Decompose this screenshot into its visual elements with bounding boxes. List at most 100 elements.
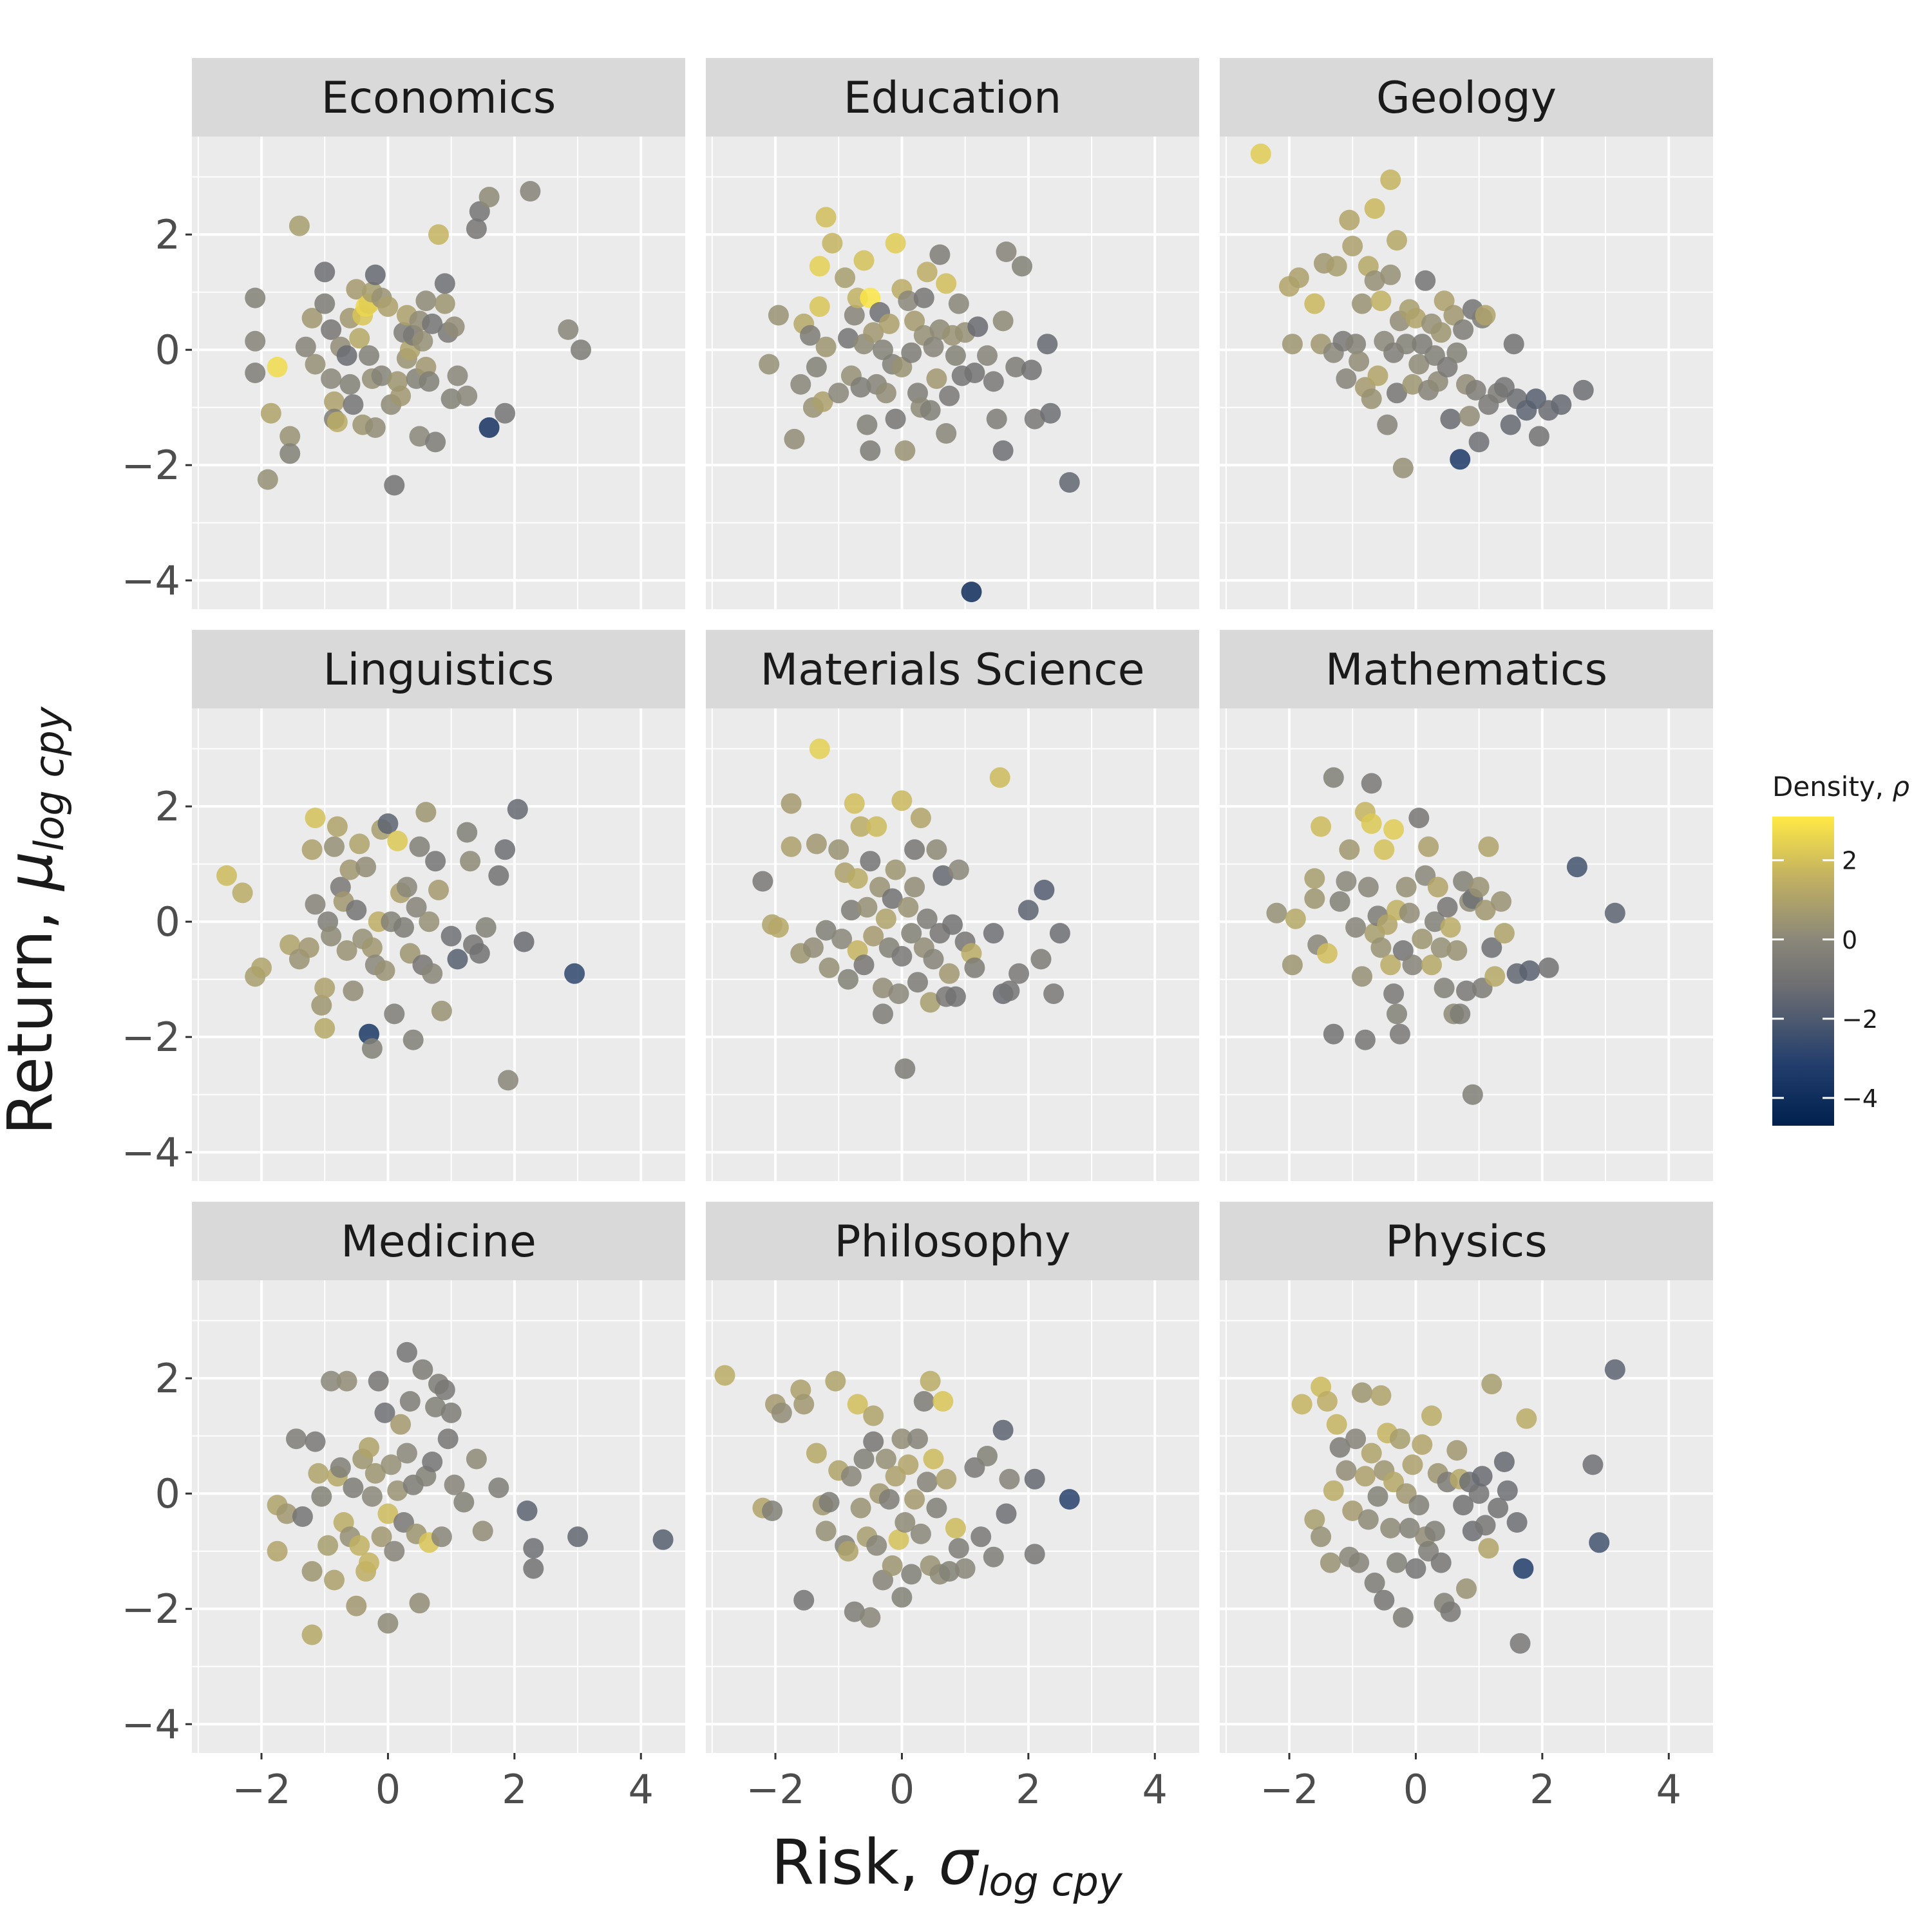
data-point <box>349 1535 370 1556</box>
data-point <box>1389 1023 1410 1045</box>
data-point <box>422 963 443 984</box>
panel-background <box>192 137 685 609</box>
data-point <box>314 1018 336 1039</box>
data-point <box>885 408 906 430</box>
legend-tick-label: 2 <box>1842 847 1857 875</box>
data-point <box>898 290 919 312</box>
data-point <box>942 914 963 935</box>
data-point <box>882 1555 903 1577</box>
data-point <box>488 1477 509 1499</box>
data-point <box>346 900 367 921</box>
data-point <box>355 857 377 878</box>
data-point <box>967 316 989 337</box>
data-point <box>806 1443 827 1464</box>
data-point <box>1491 891 1511 912</box>
data-point <box>1402 954 1423 976</box>
data-point <box>523 1538 544 1559</box>
data-point <box>1430 1552 1452 1573</box>
data-point <box>1528 426 1549 447</box>
data-point <box>850 816 871 837</box>
data-point <box>939 385 960 406</box>
data-point <box>898 896 919 918</box>
data-point <box>875 908 896 929</box>
data-point <box>907 972 928 993</box>
x-tick-label: 2 <box>1016 1766 1041 1813</box>
data-point <box>1516 1408 1537 1429</box>
data-point <box>359 1437 379 1458</box>
data-point <box>1304 888 1325 909</box>
data-point <box>301 308 323 328</box>
data-point <box>999 980 1020 1001</box>
data-point <box>415 802 437 823</box>
data-point <box>346 1595 367 1616</box>
data-point <box>1399 902 1420 923</box>
data-point <box>440 388 462 410</box>
data-point <box>305 894 326 915</box>
data-point <box>245 287 266 308</box>
data-point <box>434 293 455 314</box>
data-point <box>434 1379 455 1401</box>
data-point <box>349 328 370 349</box>
data-point <box>324 1569 345 1591</box>
x-tick-label: −2 <box>746 1766 804 1813</box>
data-point <box>359 1552 379 1573</box>
data-point <box>904 1489 925 1510</box>
data-point <box>1380 169 1401 191</box>
data-point <box>301 1624 323 1645</box>
data-point <box>1329 891 1350 912</box>
x-tick-label: 4 <box>1656 1766 1681 1813</box>
data-point <box>330 1457 351 1478</box>
data-point <box>1538 957 1559 978</box>
data-point <box>437 1428 459 1450</box>
data-point <box>901 342 922 363</box>
data-point <box>1412 929 1433 949</box>
y-tick-label: −4 <box>122 1129 180 1176</box>
data-point <box>1361 1443 1382 1464</box>
data-point <box>1497 1480 1518 1501</box>
data-point <box>1323 767 1344 788</box>
data-point <box>1513 1558 1534 1579</box>
data-point <box>1468 431 1490 453</box>
panel-strip <box>706 58 1199 137</box>
data-point <box>571 339 591 361</box>
data-point <box>1415 270 1436 291</box>
data-point <box>1024 408 1045 430</box>
data-point <box>339 374 361 395</box>
data-point <box>419 911 440 933</box>
panel-economics: Economics −4 −2 0 2 <box>122 58 685 609</box>
data-point <box>298 937 319 958</box>
data-point <box>393 917 414 938</box>
data-point <box>920 992 941 1013</box>
data-point <box>983 923 1004 944</box>
data-point <box>1311 1526 1332 1548</box>
data-point <box>1387 1003 1407 1025</box>
data-point <box>1484 966 1506 987</box>
data-point <box>1345 917 1367 938</box>
data-point <box>257 469 278 490</box>
data-point <box>402 1029 424 1050</box>
panel-background <box>1220 708 1713 1181</box>
data-point <box>1358 1509 1379 1530</box>
data-point <box>1430 322 1452 343</box>
data-point <box>478 417 500 438</box>
y-tick-label: −4 <box>122 1701 180 1748</box>
data-point <box>374 960 395 981</box>
data-point <box>422 1452 443 1472</box>
data-point <box>390 1414 412 1435</box>
data-point <box>453 1492 475 1513</box>
data-point <box>513 931 535 952</box>
data-point <box>1421 954 1442 976</box>
panel-physics: Physics −2 0 2 4 <box>1220 1202 1713 1813</box>
data-point <box>279 426 301 447</box>
data-point <box>412 1359 433 1380</box>
data-point <box>260 402 281 424</box>
panel-materials-science: Materials Science <box>706 630 1199 1181</box>
data-point <box>819 1492 840 1513</box>
data-point <box>428 880 449 900</box>
x-tick-label: 0 <box>1403 1766 1428 1813</box>
data-point <box>844 1601 865 1622</box>
panel-strip <box>1220 630 1713 708</box>
y-tick-label: −2 <box>122 1014 180 1061</box>
data-point <box>409 836 430 857</box>
panel-title: Geology <box>1376 73 1557 124</box>
